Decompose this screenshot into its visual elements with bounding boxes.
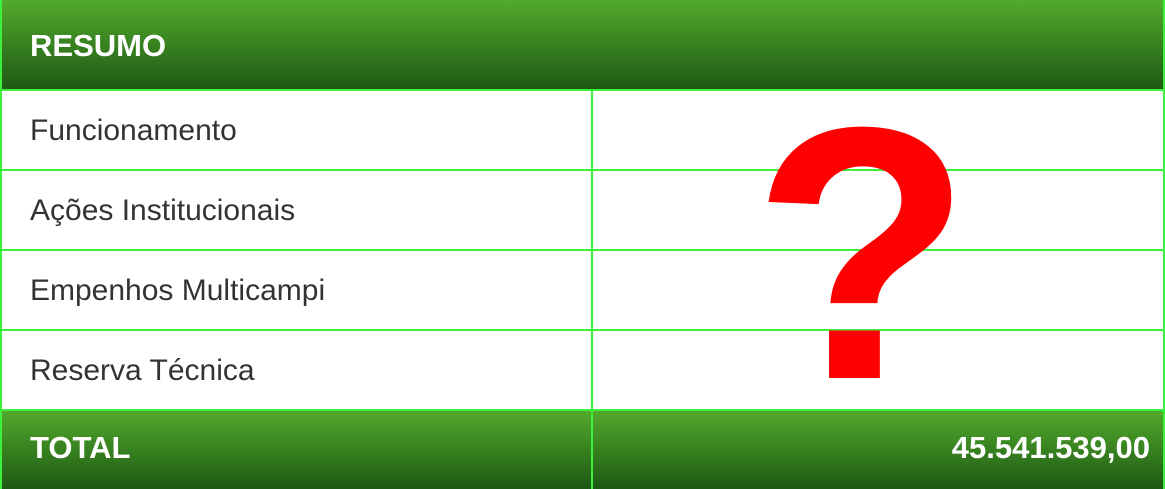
row-label: Ações Institucionais	[30, 194, 295, 227]
total-bg	[0, 410, 1165, 489]
total-value: 45.541.539,00	[952, 430, 1150, 465]
question-mark: ?	[752, 53, 972, 455]
row-label: Reserva Técnica	[30, 354, 255, 387]
row-label: Empenhos Multicampi	[30, 274, 325, 307]
row-label: Funcionamento	[30, 114, 237, 147]
header-bg	[0, 0, 1165, 90]
total-label: TOTAL	[30, 430, 130, 465]
rows: Funcionamento Ações Institucionais Empenho…	[0, 89, 1165, 411]
header-title: RESUMO	[30, 28, 166, 63]
